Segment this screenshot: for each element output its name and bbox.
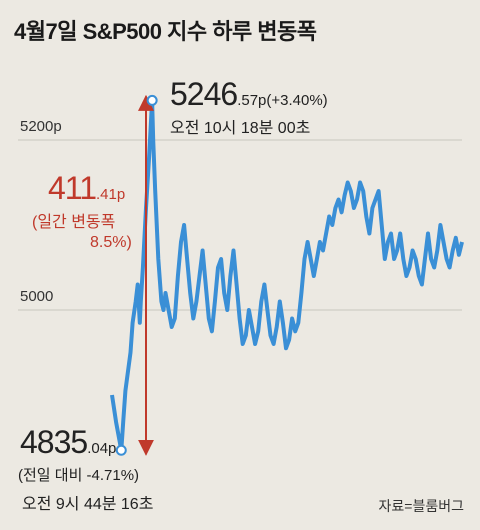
high-value-decimal: .57p bbox=[237, 92, 267, 109]
range-value-decimal: .41p bbox=[96, 186, 126, 203]
range-value-label: 411.41p bbox=[48, 170, 125, 207]
high-change: (+3.40%) bbox=[266, 92, 328, 109]
low-value-decimal: .04p bbox=[87, 440, 117, 457]
low-change: (전일 대비 -4.71%) bbox=[18, 467, 140, 484]
high-point-marker bbox=[146, 94, 158, 106]
series-line bbox=[110, 98, 464, 453]
y-tick-label: 5200p bbox=[20, 118, 62, 135]
range-label: (일간 변동폭 bbox=[32, 214, 116, 231]
source-label: 자료=블룸버그 bbox=[378, 498, 464, 514]
low-value-main: 4835 bbox=[20, 424, 88, 460]
low-value-label: 4835.04p bbox=[20, 424, 116, 461]
low-time: 오전 9시 44분 16초 bbox=[22, 496, 154, 513]
y-tick-label: 5000 bbox=[20, 288, 54, 305]
low-point-marker bbox=[115, 444, 127, 456]
range-value-main: 411 bbox=[48, 170, 97, 206]
range-percent: 8.5%) bbox=[90, 234, 132, 251]
high-time: 오전 10시 18분 00초 bbox=[170, 120, 311, 137]
chart-title: 4월7일 S&P500 지수 하루 변동폭 bbox=[14, 19, 317, 44]
high-value-main: 5246 bbox=[170, 76, 238, 112]
high-value-label: 5246.57p(+3.40%) bbox=[170, 76, 328, 113]
